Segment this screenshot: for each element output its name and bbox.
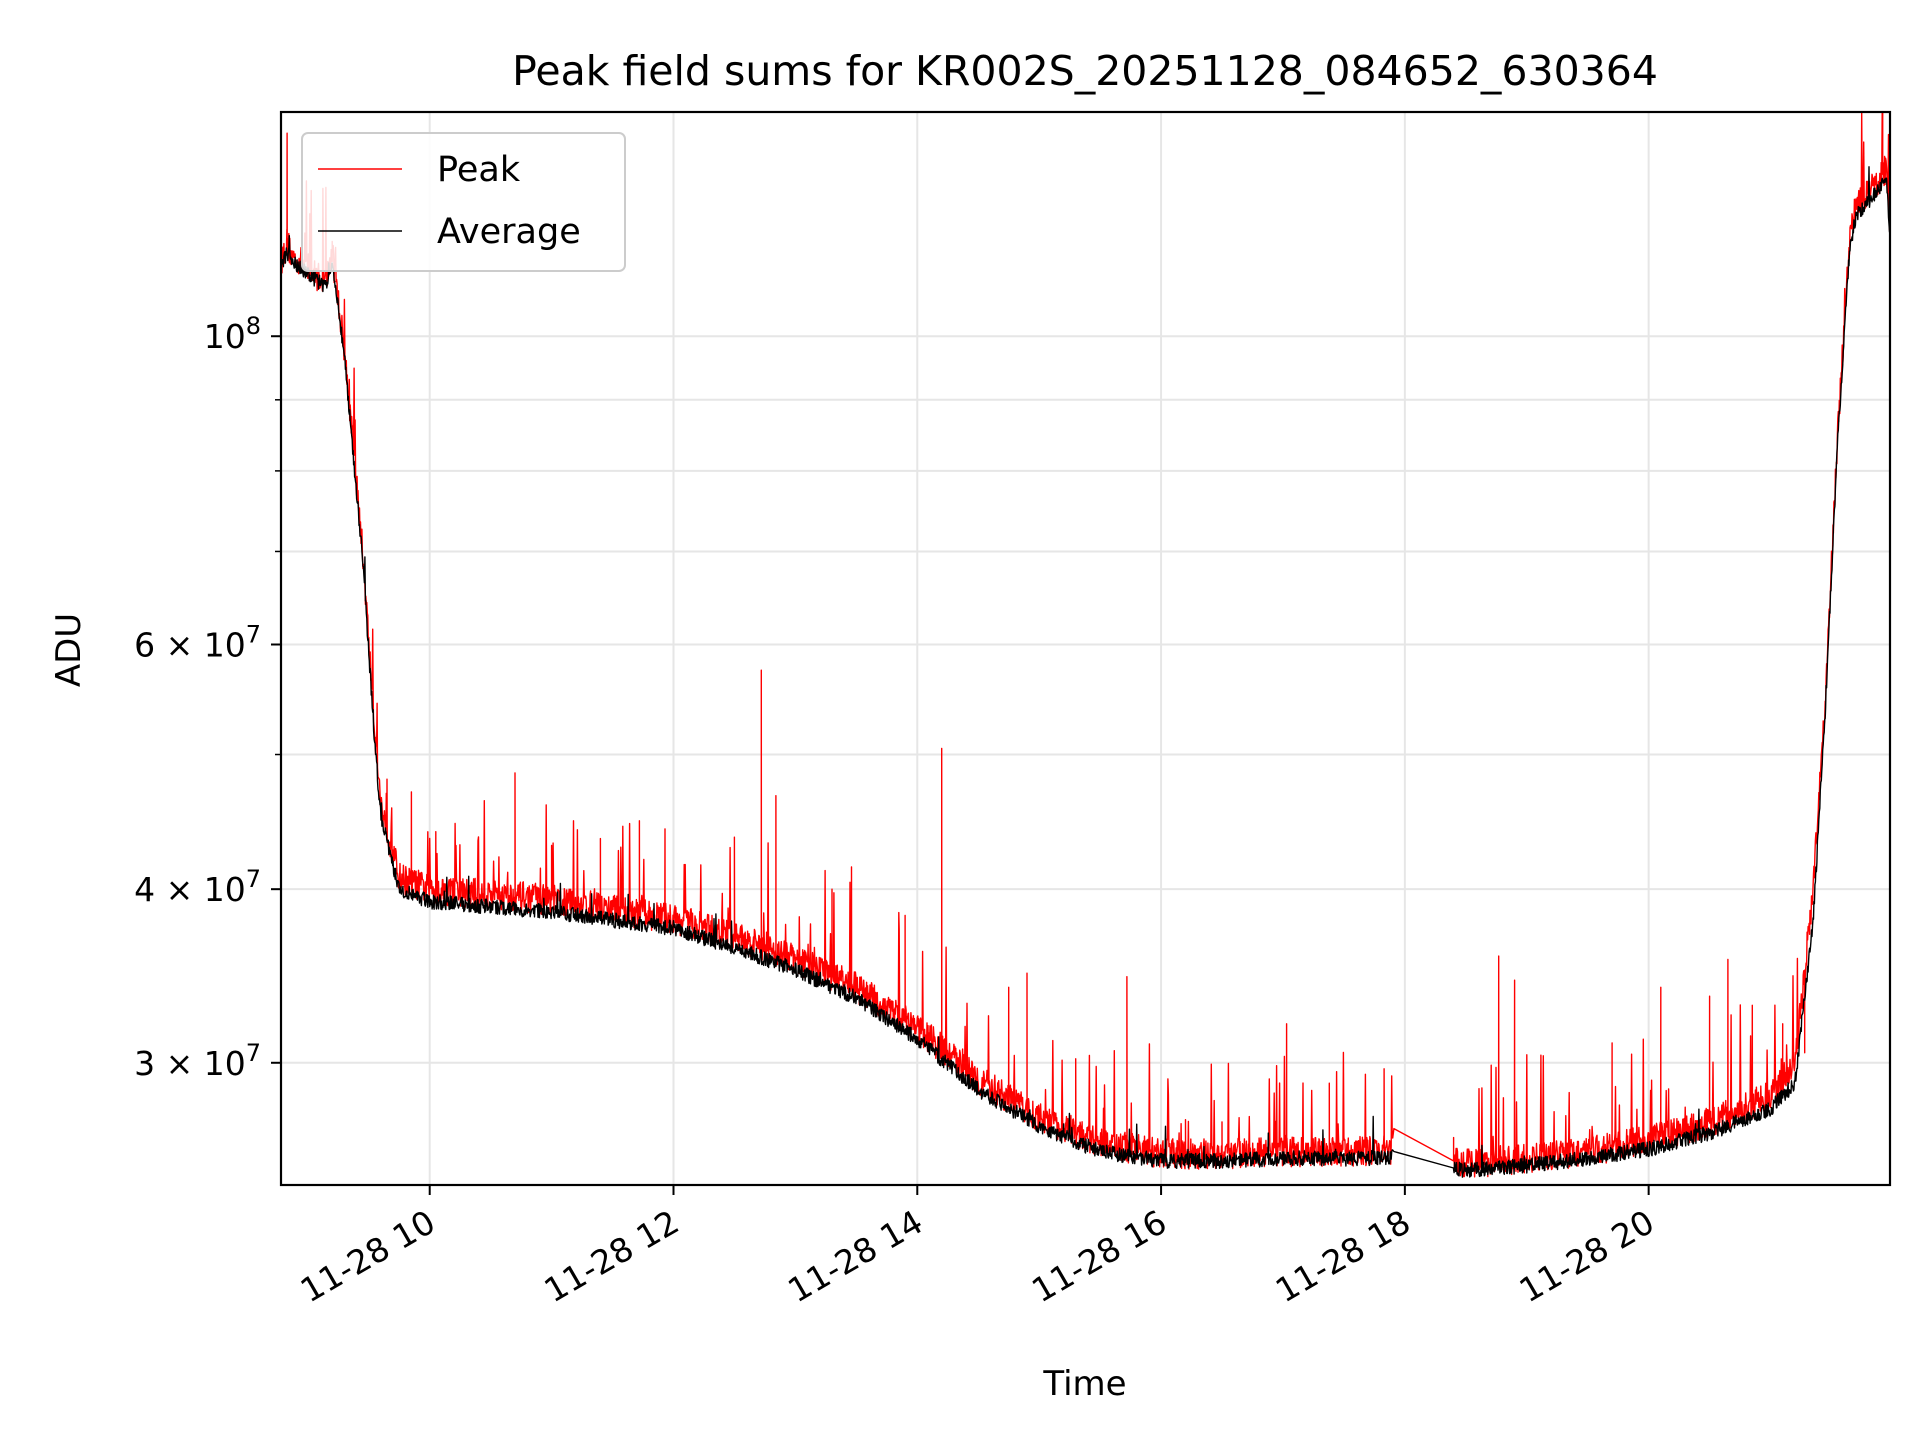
series-layer [281,112,1890,1178]
legend-label-peak: Peak [437,150,521,190]
y-tick-label: 3 × 107 [134,1039,261,1083]
y-tick-label: 108 [204,312,261,356]
y-tick-label: 4 × 107 [134,865,261,909]
series-line-peak [281,112,1890,1178]
legend: Peak Average [301,132,626,272]
y-axis-title: ADU [49,613,89,687]
chart-title: Peak field sums for KR002S_20251128_0846… [512,47,1658,95]
legend-box [301,132,626,272]
x-axis-title: Time [1042,1364,1126,1404]
grid-lines [281,112,1890,1185]
y-tick-label: 6 × 107 [134,620,261,664]
plot-area-frame [279,110,1892,1187]
legend-label-average: Average [437,212,581,252]
series-line-average [281,166,1890,1178]
